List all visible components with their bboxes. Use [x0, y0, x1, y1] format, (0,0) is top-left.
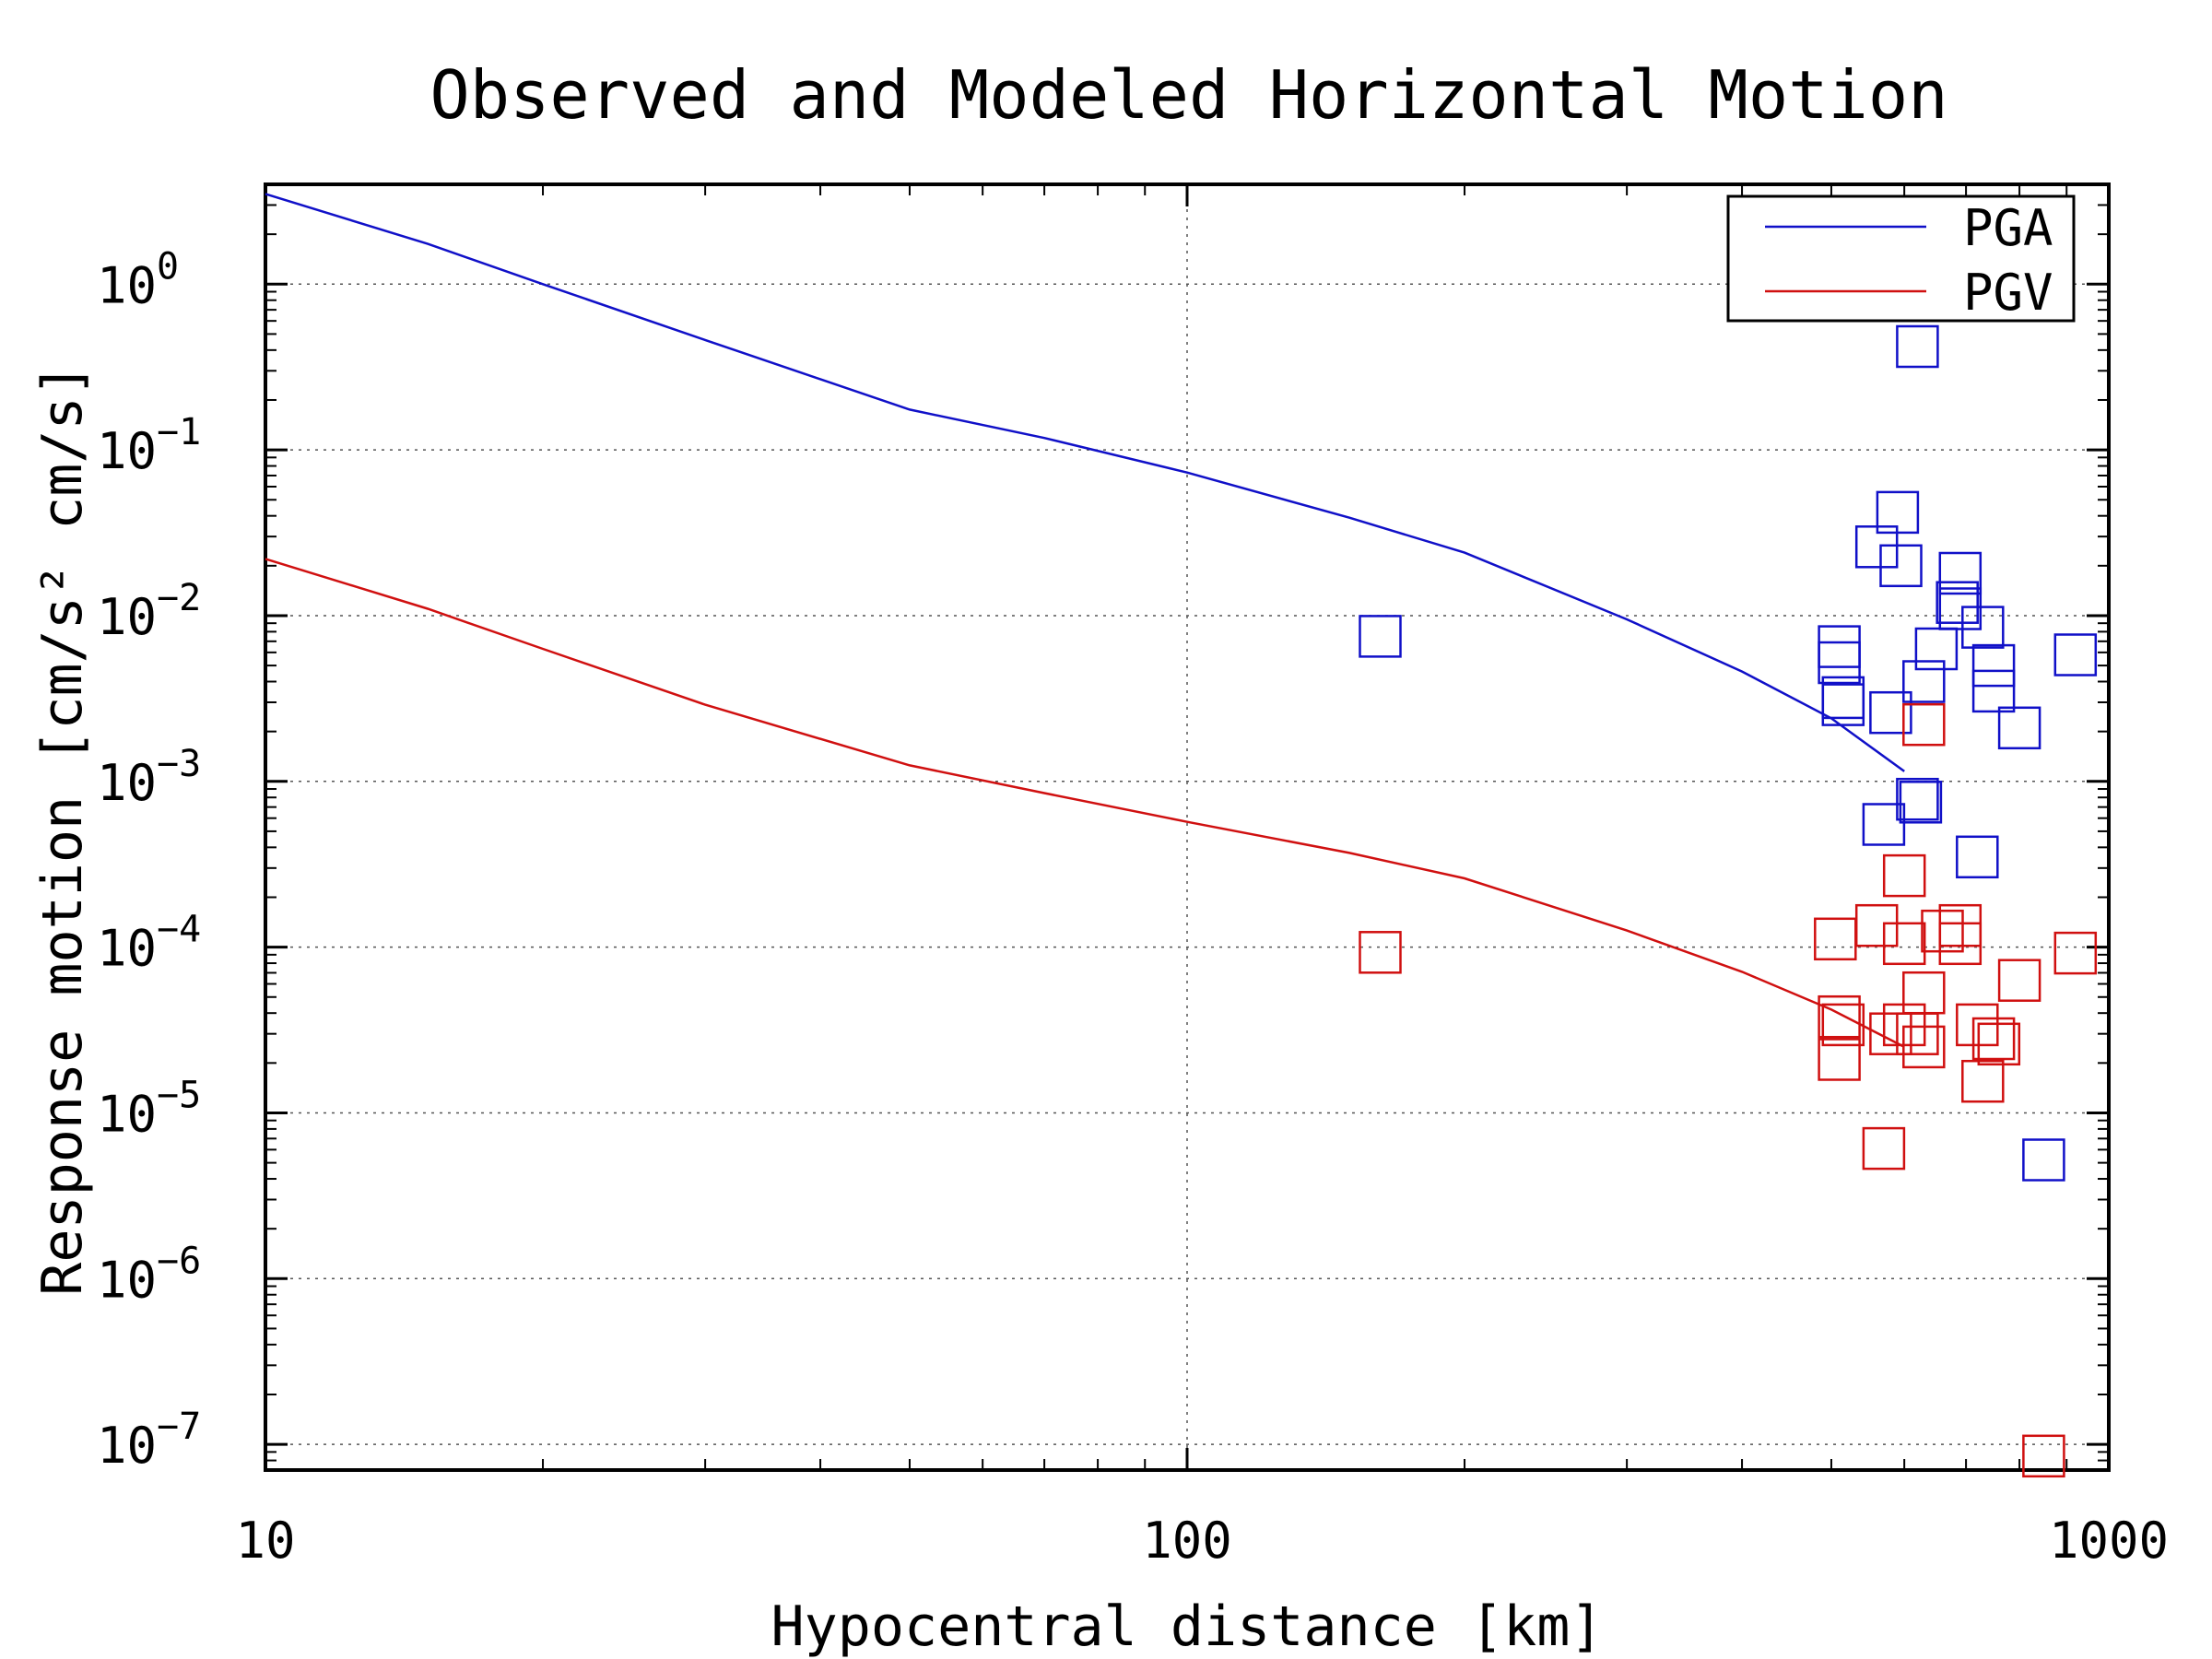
data-point	[1899, 781, 1943, 824]
data-point	[1938, 587, 1983, 630]
data-point	[1971, 1017, 2016, 1061]
data-point	[2053, 931, 2098, 975]
y-axis-label: Response motion [cm/s² cm/s]	[30, 363, 95, 1295]
data-point	[1977, 1022, 2021, 1066]
data-point	[1862, 1126, 1906, 1171]
legend-label-pga: PGA	[1963, 199, 2053, 257]
data-point	[1359, 931, 1402, 974]
chart-title: Observed and Modeled Horizontal Motion	[429, 56, 1947, 134]
grid-lines	[265, 184, 2109, 1470]
legend-label-pgv: PGV	[1963, 264, 2053, 322]
data-point	[1997, 706, 2041, 750]
data-point	[1814, 917, 1857, 961]
data-point	[1938, 922, 1983, 966]
data-point	[1961, 606, 2005, 649]
y-tick-label: 10−4	[97, 909, 201, 978]
y-tick-labels: 100 10−1 10−2 10−3 10−4 10−5 10−6 10−7	[97, 245, 201, 1475]
y-tick-label: 10−1	[97, 411, 201, 480]
data-point	[2022, 1434, 2065, 1478]
data-point	[1896, 777, 1939, 821]
data-point	[1821, 683, 1865, 726]
y-tick-label: 10−6	[97, 1240, 201, 1309]
plot-area-frame	[264, 182, 2111, 1472]
y-tick-label: 10−3	[97, 743, 201, 812]
legend: PGA PGV	[1726, 194, 2076, 323]
data-point	[1869, 1012, 1912, 1055]
x-tick-label: 100	[1142, 1512, 1232, 1570]
data-point	[1818, 994, 1861, 1039]
data-point	[1359, 615, 1402, 658]
data-point	[1896, 1012, 1939, 1055]
legend-box	[1726, 194, 2076, 323]
data-point	[1902, 660, 1946, 703]
y-tick-label: 10−5	[97, 1074, 201, 1143]
data-point	[1956, 835, 1999, 879]
data-point	[2053, 633, 2098, 677]
data-point	[1882, 853, 1926, 898]
data-point	[1818, 641, 1861, 685]
y-tick-label: 10−7	[97, 1406, 201, 1475]
data-point	[1869, 690, 1912, 735]
x-axis-label: Hypocentral distance [km]	[771, 1594, 1603, 1659]
y-tick-label: 100	[97, 245, 179, 314]
data-point	[1879, 544, 1923, 588]
data-point	[1936, 581, 1979, 624]
x-tick-labels: 10 100 1000	[235, 1512, 2169, 1570]
data-point	[1882, 922, 1926, 966]
data-point	[1896, 324, 1939, 369]
data-point	[1997, 959, 2041, 1002]
data-point	[1862, 803, 1906, 846]
data-point	[1971, 669, 2016, 713]
scatter-layer	[1359, 324, 2098, 1478]
data-point	[1821, 1003, 1865, 1047]
series-line-pga	[265, 193, 1905, 772]
data-point	[1971, 643, 2016, 688]
series-line-pgv	[265, 558, 1905, 1049]
data-point	[1854, 525, 1899, 569]
data-point	[1902, 702, 1946, 747]
data-point	[1914, 627, 1959, 671]
data-point	[1921, 909, 1964, 953]
y-tick-label: 10−2	[97, 577, 201, 646]
data-point	[1902, 1025, 1946, 1069]
data-point	[2022, 1138, 2065, 1182]
x-tick-label: 1000	[2049, 1512, 2169, 1570]
data-point	[1938, 551, 1983, 595]
x-tick-label: 10	[235, 1512, 295, 1570]
data-point	[1818, 1038, 1861, 1081]
data-point	[1961, 1059, 2005, 1103]
series-layer	[265, 193, 1905, 1049]
